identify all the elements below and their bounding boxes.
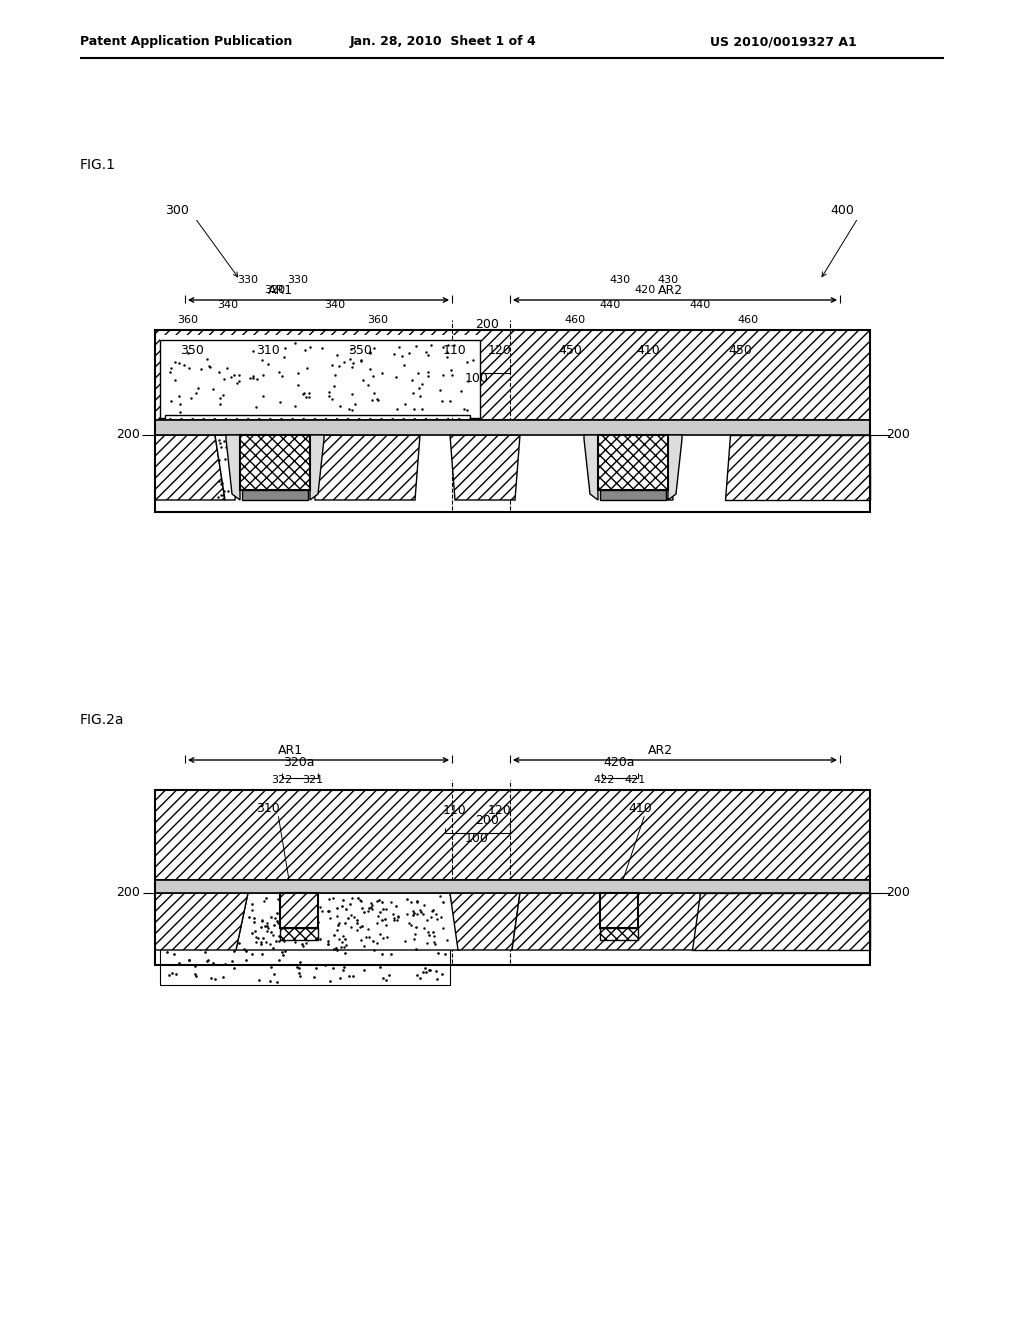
Polygon shape bbox=[600, 894, 638, 928]
Text: 410: 410 bbox=[636, 343, 659, 356]
Text: 430: 430 bbox=[609, 275, 631, 285]
Polygon shape bbox=[600, 928, 638, 940]
Polygon shape bbox=[155, 880, 870, 894]
Polygon shape bbox=[668, 436, 682, 500]
Text: 420a: 420a bbox=[603, 755, 635, 768]
Polygon shape bbox=[155, 330, 870, 420]
Polygon shape bbox=[450, 436, 520, 500]
Polygon shape bbox=[215, 436, 240, 500]
Polygon shape bbox=[280, 894, 318, 928]
Polygon shape bbox=[242, 490, 308, 500]
Text: 110: 110 bbox=[443, 804, 467, 817]
Polygon shape bbox=[310, 436, 324, 500]
Text: 450: 450 bbox=[558, 343, 582, 356]
Text: 320: 320 bbox=[264, 285, 286, 294]
Text: 120: 120 bbox=[488, 804, 512, 817]
Polygon shape bbox=[450, 894, 520, 950]
Polygon shape bbox=[160, 335, 480, 418]
Text: 400: 400 bbox=[830, 203, 854, 216]
Text: 200: 200 bbox=[116, 887, 140, 899]
Polygon shape bbox=[155, 894, 248, 950]
Text: 100: 100 bbox=[465, 371, 488, 384]
Polygon shape bbox=[598, 436, 668, 490]
Text: 421: 421 bbox=[625, 775, 645, 785]
Text: 440: 440 bbox=[689, 300, 711, 310]
Text: AR1: AR1 bbox=[278, 743, 302, 756]
Polygon shape bbox=[584, 436, 598, 500]
Polygon shape bbox=[635, 436, 673, 500]
Polygon shape bbox=[160, 341, 480, 418]
Polygon shape bbox=[155, 436, 225, 500]
Text: AR2: AR2 bbox=[647, 743, 673, 756]
Polygon shape bbox=[226, 436, 240, 500]
Polygon shape bbox=[512, 894, 708, 950]
Text: 440: 440 bbox=[599, 300, 621, 310]
Text: 200: 200 bbox=[886, 887, 910, 899]
Text: 200: 200 bbox=[116, 429, 140, 441]
Polygon shape bbox=[600, 490, 666, 500]
Text: 340: 340 bbox=[325, 300, 345, 310]
Polygon shape bbox=[692, 894, 870, 950]
Text: 422: 422 bbox=[593, 775, 614, 785]
Polygon shape bbox=[155, 420, 870, 436]
Text: 110: 110 bbox=[443, 343, 467, 356]
Polygon shape bbox=[155, 789, 870, 880]
Polygon shape bbox=[160, 895, 450, 985]
Polygon shape bbox=[236, 894, 460, 950]
Text: 330: 330 bbox=[238, 275, 258, 285]
Text: 200: 200 bbox=[475, 318, 499, 331]
Text: 360: 360 bbox=[177, 315, 199, 325]
Text: AR1: AR1 bbox=[267, 284, 293, 297]
Text: 322: 322 bbox=[271, 775, 293, 785]
Text: 450: 450 bbox=[728, 343, 752, 356]
Text: Jan. 28, 2010  Sheet 1 of 4: Jan. 28, 2010 Sheet 1 of 4 bbox=[350, 36, 537, 49]
Text: 410: 410 bbox=[628, 801, 652, 814]
Text: US 2010/0019327 A1: US 2010/0019327 A1 bbox=[710, 36, 857, 49]
Text: 350: 350 bbox=[180, 343, 204, 356]
Text: 320a: 320a bbox=[284, 755, 314, 768]
Text: 120: 120 bbox=[488, 343, 512, 356]
Text: FIG.2a: FIG.2a bbox=[80, 713, 125, 727]
Text: 430: 430 bbox=[657, 275, 679, 285]
Text: 460: 460 bbox=[564, 315, 586, 325]
Text: 200: 200 bbox=[475, 813, 499, 826]
Text: FIG.1: FIG.1 bbox=[80, 158, 116, 172]
Text: AR2: AR2 bbox=[657, 284, 683, 297]
Text: 460: 460 bbox=[737, 315, 759, 325]
Polygon shape bbox=[280, 928, 318, 940]
Text: 300: 300 bbox=[165, 203, 188, 216]
Text: 310: 310 bbox=[256, 801, 280, 814]
Text: Patent Application Publication: Patent Application Publication bbox=[80, 36, 293, 49]
Text: 420: 420 bbox=[635, 285, 655, 294]
Text: 200: 200 bbox=[886, 429, 910, 441]
Text: 310: 310 bbox=[256, 343, 280, 356]
Text: 340: 340 bbox=[217, 300, 239, 310]
Text: 360: 360 bbox=[368, 315, 388, 325]
Polygon shape bbox=[725, 436, 870, 500]
Text: 330: 330 bbox=[288, 275, 308, 285]
Text: 321: 321 bbox=[302, 775, 324, 785]
Text: 100: 100 bbox=[465, 832, 488, 845]
Text: 350: 350 bbox=[348, 343, 372, 356]
Polygon shape bbox=[310, 436, 420, 500]
Polygon shape bbox=[240, 436, 310, 490]
